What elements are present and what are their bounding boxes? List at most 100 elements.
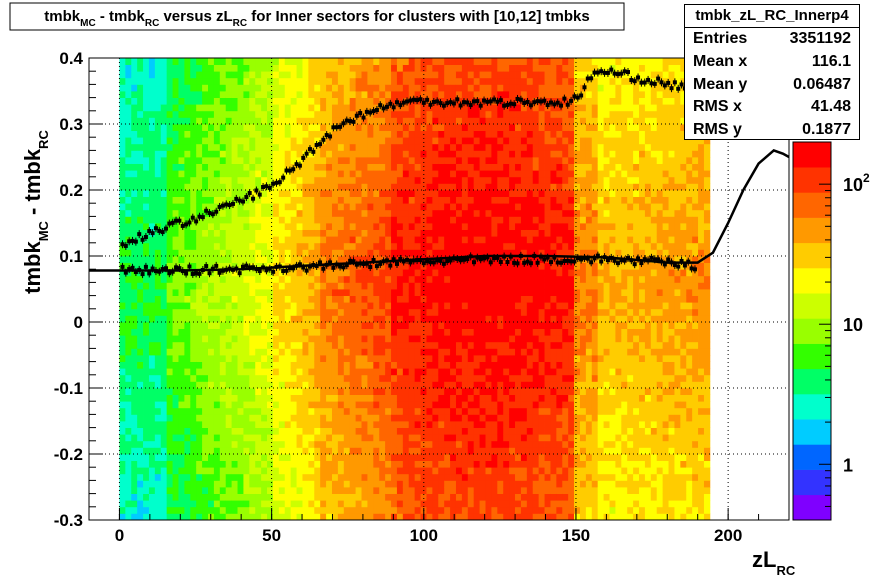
heatmap-cell xyxy=(278,209,286,217)
heatmap-cell xyxy=(461,348,469,356)
heatmap-cell xyxy=(455,308,463,316)
heatmap-cell xyxy=(137,58,144,65)
heatmap-cell xyxy=(473,137,480,145)
heatmap-cell xyxy=(444,84,451,92)
heatmap-cell xyxy=(314,117,321,125)
heatmap-cell xyxy=(361,143,368,151)
heatmap-cell xyxy=(137,282,144,290)
heatmap-cell xyxy=(290,480,297,488)
heatmap-cell xyxy=(243,249,250,257)
heatmap-cell xyxy=(202,176,209,184)
heatmap-cell xyxy=(503,480,510,488)
heatmap-cell xyxy=(391,322,398,329)
heatmap-cell xyxy=(272,229,280,237)
heatmap-cell xyxy=(473,262,480,270)
heatmap-cell xyxy=(320,341,327,349)
heatmap-cell xyxy=(337,440,345,448)
heatmap-cell xyxy=(255,348,262,356)
heatmap-cell xyxy=(426,64,433,72)
heatmap-cell xyxy=(267,401,274,409)
heatmap-cell xyxy=(184,454,191,461)
heatmap-cell xyxy=(331,407,339,415)
heatmap-cell xyxy=(391,467,398,475)
heatmap-cell xyxy=(143,143,150,151)
heatmap-cell xyxy=(379,262,386,270)
heatmap-cell xyxy=(219,414,227,422)
heatmap-cell xyxy=(509,414,516,422)
heatmap-cell xyxy=(349,374,357,382)
heatmap-cell xyxy=(331,328,339,336)
heatmap-cell xyxy=(420,454,427,461)
heatmap-cell xyxy=(284,467,292,475)
heatmap-cell xyxy=(131,150,138,158)
heatmap-cell xyxy=(284,295,292,303)
heatmap-cell xyxy=(385,500,392,508)
heatmap-cell xyxy=(231,71,238,79)
heatmap-cell xyxy=(497,104,504,112)
heatmap-cell xyxy=(208,480,215,488)
heatmap-cell xyxy=(367,447,374,455)
heatmap-cell xyxy=(444,163,451,171)
heatmap-cell xyxy=(308,454,315,461)
heatmap-cell xyxy=(337,361,345,369)
heatmap-cell xyxy=(509,64,516,72)
heatmap-cell xyxy=(391,242,398,250)
heatmap-cell xyxy=(143,480,150,488)
heatmap-cell xyxy=(284,77,292,85)
heatmap-cell xyxy=(131,401,138,409)
heatmap-cell xyxy=(402,282,410,290)
heatmap-cell xyxy=(509,361,516,369)
heatmap-cell xyxy=(420,348,427,356)
heatmap-cell xyxy=(196,427,203,435)
heatmap-cell xyxy=(467,150,475,158)
heatmap-cell xyxy=(308,249,315,257)
heatmap-cell xyxy=(426,421,433,428)
heatmap-cell xyxy=(337,117,345,125)
heatmap-cell xyxy=(148,341,156,349)
heatmap-cell xyxy=(455,163,463,171)
heatmap-cell xyxy=(172,414,179,422)
heatmap-cell xyxy=(526,454,534,461)
heatmap-cell xyxy=(148,203,156,211)
heatmap-cell xyxy=(190,216,197,224)
heatmap-cell xyxy=(326,196,333,204)
heatmap-cell xyxy=(143,460,150,468)
heatmap-cell xyxy=(208,183,215,191)
heatmap-cell xyxy=(331,374,339,382)
heatmap-cell xyxy=(450,407,457,415)
heatmap-cell xyxy=(172,427,179,435)
heatmap-cell xyxy=(284,361,292,369)
heatmap-cell xyxy=(532,71,540,79)
heatmap-cell xyxy=(438,341,445,349)
heatmap-cell xyxy=(455,487,463,494)
heatmap-cell xyxy=(438,249,445,257)
heatmap-cell xyxy=(237,434,244,442)
heatmap-cell xyxy=(402,130,410,138)
heatmap-cell xyxy=(343,91,351,98)
heatmap-cell xyxy=(509,163,516,171)
heatmap-cell xyxy=(272,361,280,369)
heatmap-cell xyxy=(367,236,374,244)
heatmap-cell xyxy=(237,335,244,343)
heatmap-cell xyxy=(231,381,238,389)
heatmap-cell xyxy=(355,275,362,283)
heatmap-cell xyxy=(119,64,126,72)
heatmap-cell xyxy=(119,143,126,151)
heatmap-cell xyxy=(314,143,321,151)
heatmap-cell xyxy=(343,110,351,118)
heatmap-cell xyxy=(373,315,380,323)
heatmap-cell xyxy=(479,71,486,79)
heatmap-cell xyxy=(396,190,404,197)
heatmap-cell xyxy=(213,447,221,455)
heatmap-cell xyxy=(385,176,392,184)
heatmap-cell xyxy=(402,427,410,435)
heatmap-cell xyxy=(396,71,404,79)
heatmap-cell xyxy=(426,355,433,362)
heatmap-cell xyxy=(455,203,463,211)
heatmap-cell xyxy=(337,236,345,244)
heatmap-cell xyxy=(166,143,173,151)
heatmap-cell xyxy=(148,64,156,72)
heatmap-cell xyxy=(385,242,392,250)
heatmap-cell xyxy=(137,374,144,382)
heatmap-cell xyxy=(190,328,197,336)
